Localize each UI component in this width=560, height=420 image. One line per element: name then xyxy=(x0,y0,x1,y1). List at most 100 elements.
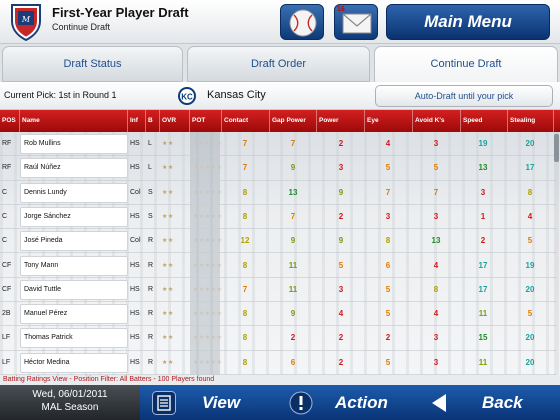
table-row[interactable]: C Jorge Sánchez HS S ★★ ★★★★★ 8 7 2 3 3 1 4 xyxy=(0,205,556,230)
scrollbar-track[interactable] xyxy=(554,132,559,375)
influence-cell: HS xyxy=(130,140,140,147)
autodraft-button[interactable]: Auto-Draft until your pick xyxy=(375,85,553,107)
table-row[interactable]: CF Tony Mann HS R ★★ ★★★★★ 8 11 5 6 4 17 19 xyxy=(0,254,556,278)
rating-value: 3 xyxy=(433,139,439,148)
table-row[interactable]: C Dennis Lundy Col S ★★ ★★★★★ 8 13 9 7 7 3 8 xyxy=(0,181,556,205)
rating-value: 3 xyxy=(385,211,391,221)
rating-value: 8 xyxy=(385,236,391,246)
rating-value: 13 xyxy=(288,187,298,197)
rating-value: 5 xyxy=(527,309,533,319)
rating-value: 19 xyxy=(478,139,488,148)
pot-stars: ★★★★★ xyxy=(193,335,223,342)
pot-column-highlight xyxy=(190,132,220,375)
tab-continue-draft[interactable]: Continue Draft xyxy=(374,46,558,82)
view-label: View xyxy=(202,393,241,412)
influence-cell: Col xyxy=(130,188,141,196)
rating-value: 11 xyxy=(478,357,488,367)
player-name-cell[interactable]: Thomas Patrick xyxy=(20,328,128,349)
rating-value: 8 xyxy=(242,309,248,319)
bats-cell: R xyxy=(148,261,154,269)
column-header[interactable]: Name xyxy=(20,110,128,132)
action-icon xyxy=(289,391,313,415)
player-table: POS Name Inf B OVR POT Contact Gap Power Power Ey… xyxy=(0,110,560,375)
rating-value: 3 xyxy=(480,187,486,197)
bats-cell: R xyxy=(148,285,154,293)
view-button[interactable]: View xyxy=(148,385,268,420)
player-name-cell[interactable]: Dennis Lundy xyxy=(20,182,128,203)
player-name-cell[interactable]: Rob Mullins xyxy=(20,134,128,154)
pot-stars: ★★★★★ xyxy=(193,262,223,269)
position-cell: LF xyxy=(2,334,11,342)
position-cell: CF xyxy=(2,261,12,269)
rating-value: 20 xyxy=(525,333,535,343)
rating-value: 8 xyxy=(433,284,439,294)
column-header[interactable]: OVR xyxy=(160,110,190,132)
table-row[interactable]: CF David Tuttle HS R ★★ ★★★★★ 7 11 3 5 8 17 20 xyxy=(0,278,556,303)
rating-value: 1 xyxy=(480,211,486,221)
rating-value: 7 xyxy=(242,284,248,294)
rating-value: 5 xyxy=(385,163,391,173)
column-header[interactable]: Speed xyxy=(461,110,508,132)
column-header[interactable]: Inf xyxy=(128,110,146,132)
column-header[interactable]: Eye xyxy=(365,110,413,132)
ovr-stars: ★★ xyxy=(162,286,174,293)
position-cell: RF xyxy=(2,164,12,172)
tab-draft-order[interactable]: Draft Order xyxy=(187,46,370,82)
table-row[interactable]: 2B Manuel Pérez HS R ★★ ★★★★★ 8 9 4 5 4 11 5 xyxy=(0,302,556,327)
rating-value: 8 xyxy=(242,187,248,197)
bats-cell: L xyxy=(148,164,152,172)
influence-cell: HS xyxy=(130,358,140,366)
player-name-cell[interactable]: Raúl Núñez xyxy=(20,158,128,179)
bats-cell: R xyxy=(148,358,154,366)
ovr-stars: ★★ xyxy=(162,335,174,342)
player-name-cell[interactable]: Tony Mann xyxy=(20,255,128,276)
scrollbar-thumb[interactable] xyxy=(554,134,559,162)
tab-draft-status[interactable]: Draft Status xyxy=(2,46,183,82)
position-cell: CF xyxy=(2,285,12,293)
rating-value: 5 xyxy=(527,236,533,246)
table-row[interactable]: C José Pineda Col R ★★ ★★★★★ 12 9 9 8 13 2 5 xyxy=(0,229,556,254)
rating-value: 5 xyxy=(338,260,344,270)
pot-stars: ★★★★★ xyxy=(193,213,223,220)
back-button[interactable]: Back xyxy=(428,385,556,420)
pot-stars: ★★★★★ xyxy=(193,165,223,172)
header-bar: M First-Year Player Draft Continue Draft… xyxy=(0,0,560,44)
column-header[interactable]: Avoid K's xyxy=(413,110,461,132)
rating-value: 9 xyxy=(290,236,296,246)
player-name-cell[interactable]: Manuel Pérez xyxy=(20,304,128,325)
ovr-stars: ★★ xyxy=(162,262,174,269)
rating-value: 2 xyxy=(338,357,344,367)
pot-stars: ★★★★★ xyxy=(193,286,223,293)
player-name-cell[interactable]: José Pineda xyxy=(20,231,128,252)
team-name: Kansas City xyxy=(207,89,266,101)
player-name-cell[interactable]: Héctor Medina xyxy=(20,352,128,373)
table-row[interactable]: RF Raúl Núñez HS L ★★ ★★★★★ 7 9 3 5 5 13 17 xyxy=(0,156,556,181)
rating-value: 6 xyxy=(385,260,391,270)
baseball-button[interactable] xyxy=(280,4,324,40)
column-header[interactable]: Stealing xyxy=(508,110,554,132)
column-header[interactable]: POS xyxy=(0,110,20,132)
column-header[interactable]: B xyxy=(146,110,160,132)
rating-value: 20 xyxy=(525,139,535,148)
rating-value: 9 xyxy=(338,187,344,197)
player-name-cell[interactable]: David Tuttle xyxy=(20,279,128,300)
action-button[interactable]: Action xyxy=(285,385,415,420)
main-menu-button[interactable]: Main Menu xyxy=(386,4,550,40)
rating-value: 4 xyxy=(433,260,439,270)
column-header[interactable]: Gap Power xyxy=(270,110,317,132)
player-name-cell[interactable]: Jorge Sánchez xyxy=(20,206,128,227)
column-header[interactable]: Power xyxy=(317,110,365,132)
table-row[interactable]: RF Rob Mullins HS L ★★ ★★★★★ 7 7 2 4 3 19 20 xyxy=(0,132,556,157)
bats-cell: S xyxy=(148,188,153,196)
mail-button[interactable]: 16 xyxy=(334,4,378,40)
pot-stars: ★★★★★ xyxy=(193,141,223,147)
rating-value: 20 xyxy=(525,357,535,367)
influence-cell: HS xyxy=(130,310,140,318)
table-row[interactable]: LF Thomas Patrick HS R ★★ ★★★★★ 8 2 2 2 3 15 20 xyxy=(0,326,556,351)
rating-value: 17 xyxy=(525,163,535,173)
column-header[interactable]: POT xyxy=(190,110,222,132)
column-header[interactable]: Contact xyxy=(222,110,270,132)
table-row[interactable]: LF Héctor Medina HS R ★★ ★★★★★ 8 6 2 5 3 11 20 xyxy=(0,351,556,375)
rating-value: 7 xyxy=(385,187,391,197)
rating-value: 9 xyxy=(338,236,344,246)
